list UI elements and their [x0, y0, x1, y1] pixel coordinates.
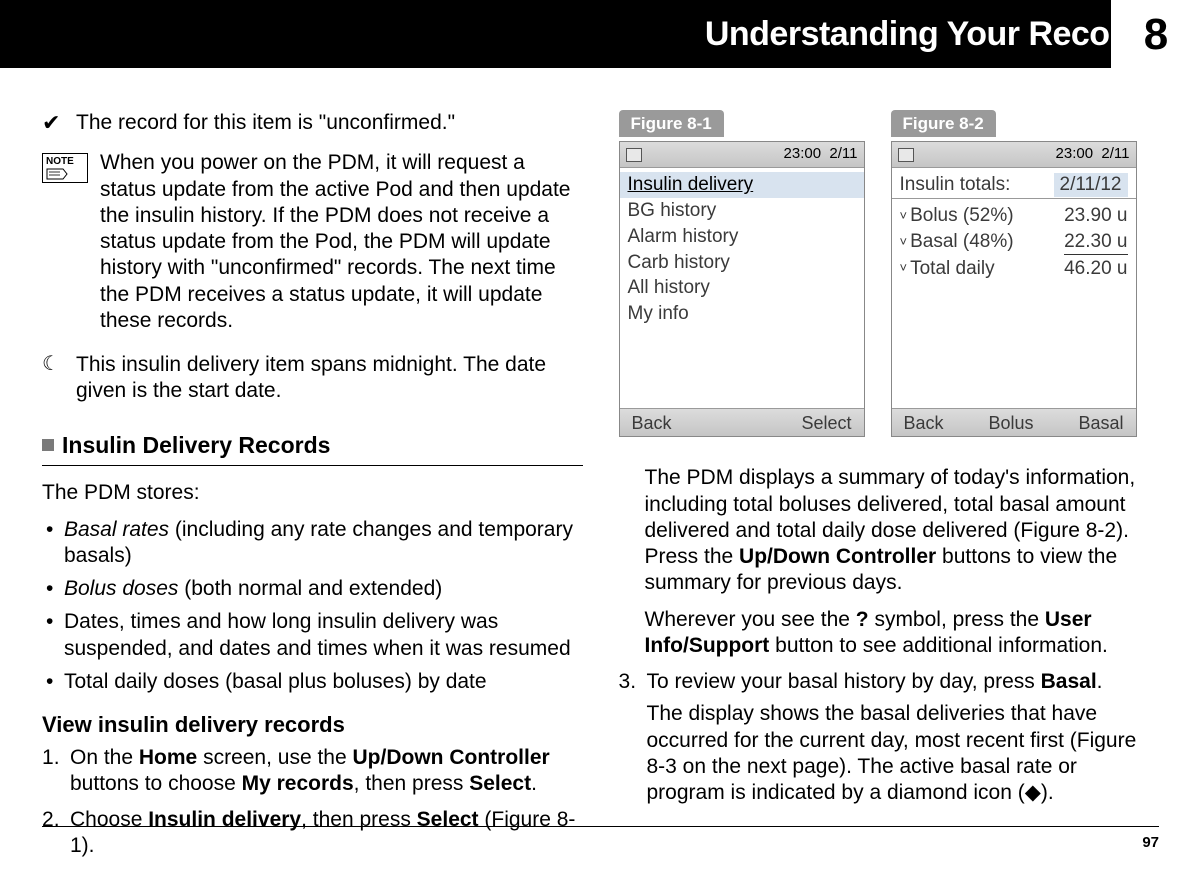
section-heading: Insulin Delivery Records [42, 431, 583, 467]
moon-icon: ☾ [42, 352, 62, 405]
chapter-number: 8 [1144, 7, 1168, 62]
totals-title: Insulin totals: [900, 173, 1011, 197]
menu-item[interactable]: Alarm history [628, 224, 856, 250]
totals-date: 2/11/12 [1054, 173, 1128, 197]
device-screen-2: 23:00 2/11 Insulin totals: 2/11/12 ˅Bolu… [891, 141, 1137, 437]
header-bar: Understanding Your Records [0, 0, 1201, 68]
screen-status-bar: 23:00 2/11 [620, 142, 864, 168]
down-icon: ˅ [900, 208, 908, 224]
list-item: Dates, times and how long insulin delive… [42, 609, 583, 662]
signal-icon [898, 148, 914, 162]
midnight-note-row: ☾ This insulin delivery item spans midni… [42, 352, 583, 405]
page-number: 97 [1142, 834, 1159, 853]
stores-intro: The PDM stores: [42, 480, 583, 506]
step-3-body: The display shows the basal deliveries t… [647, 701, 1160, 806]
midnight-text: This insulin delivery item spans midnigh… [76, 352, 583, 405]
list-item: Basal rates (including any rate changes … [42, 517, 583, 570]
section-marker-icon [42, 439, 54, 451]
totals-row: ˅Basal (48%) 22.30 u [900, 229, 1128, 256]
note-block: NOTE When you power on the PDM, it will … [42, 150, 583, 334]
note-icon: NOTE [42, 153, 88, 183]
menu-item[interactable]: My info [628, 301, 856, 327]
step-1: On the Home screen, use the Up/Down Cont… [42, 745, 583, 798]
softkey-back[interactable]: Back [904, 412, 944, 435]
stores-list: Basal rates (including any rate changes … [42, 517, 583, 696]
list-item: Total daily doses (basal plus boluses) b… [42, 669, 583, 695]
totals-row-total: ˅Total daily 46.20 u [900, 256, 1128, 282]
step-2-continuation: The PDM displays a summary of today's in… [619, 465, 1160, 659]
menu-item[interactable]: All history [628, 275, 856, 301]
screen-menu: Insulin delivery BG history Alarm histor… [620, 168, 864, 408]
down-icon: ˅ [900, 234, 908, 250]
softkey-bolus[interactable]: Bolus [944, 412, 1079, 435]
menu-item-selected[interactable]: Insulin delivery [620, 172, 864, 198]
figure-caption: Figure 8-2 [891, 110, 996, 137]
view-records-heading: View insulin delivery records [42, 711, 583, 739]
screen-status-bar: 23:00 2/11 [892, 142, 1136, 168]
figure-8-2: Figure 8-2 23:00 2/11 Insulin totals: 2/… [891, 110, 1137, 437]
screen-totals: Insulin totals: 2/11/12 ˅Bolus (52%) 23.… [892, 168, 1136, 408]
bolus-doses-em: Bolus doses [64, 577, 178, 600]
note-icon-label: NOTE [46, 156, 74, 169]
menu-item[interactable]: BG history [628, 198, 856, 224]
device-screen-1: 23:00 2/11 Insulin delivery BG history A… [619, 141, 865, 437]
bolus-doses-rest: (both normal and extended) [178, 577, 442, 600]
down-icon: ˅ [900, 260, 908, 276]
softkey-select[interactable]: Select [801, 412, 851, 435]
steps-list: On the Home screen, use the Up/Down Cont… [42, 745, 583, 860]
signal-icon [626, 148, 642, 162]
menu-item[interactable]: Carb history [628, 250, 856, 276]
figures-row: Figure 8-1 23:00 2/11 Insulin delivery B… [619, 110, 1160, 437]
totals-row: ˅Bolus (52%) 23.90 u [900, 203, 1128, 229]
page-header: Understanding Your Records 8 [0, 0, 1201, 68]
steps-list-cont: To review your basal history by day, pre… [619, 669, 1160, 806]
screen-softkeys: Back Bolus Basal [892, 408, 1136, 436]
summary-paragraph: The PDM displays a summary of today's in… [645, 465, 1160, 596]
totals-header: Insulin totals: 2/11/12 [892, 172, 1136, 199]
step-2: Choose Insulin delivery, then press Sele… [42, 807, 583, 860]
note-text: When you power on the PDM, it will reque… [100, 150, 583, 334]
softkey-basal[interactable]: Basal [1078, 412, 1123, 435]
check-icon: ✔ [42, 110, 62, 136]
basal-rates-em: Basal rates [64, 518, 169, 541]
figure-caption: Figure 8-1 [619, 110, 724, 137]
figure-8-1: Figure 8-1 23:00 2/11 Insulin delivery B… [619, 110, 865, 437]
list-item: Bolus doses (both normal and extended) [42, 576, 583, 602]
section-title: Insulin Delivery Records [62, 431, 330, 460]
header-title: Understanding Your Records [705, 13, 1161, 56]
right-column: Figure 8-1 23:00 2/11 Insulin delivery B… [619, 110, 1160, 870]
footer-rule [42, 826, 1159, 827]
unconfirmed-text: The record for this item is "unconfirmed… [76, 110, 455, 136]
left-column: ✔ The record for this item is "unconfirm… [42, 110, 583, 870]
step-3: To review your basal history by day, pre… [619, 669, 1160, 806]
screen-softkeys: Back Select [620, 408, 864, 436]
softkey-back[interactable]: Back [632, 412, 672, 435]
content-columns: ✔ The record for this item is "unconfirm… [0, 68, 1201, 870]
unconfirmed-note-row: ✔ The record for this item is "unconfirm… [42, 110, 583, 136]
question-mark-paragraph: Wherever you see the ? symbol, press the… [645, 607, 1160, 660]
chapter-number-tab: 8 [1111, 0, 1201, 68]
